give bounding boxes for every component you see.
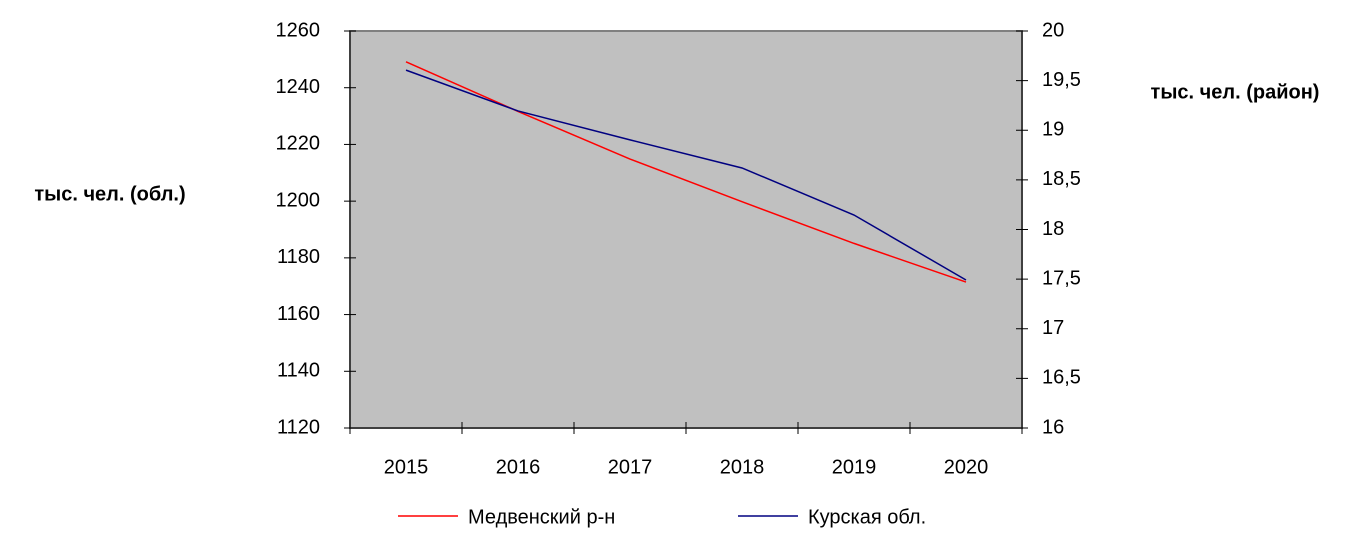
x-tick-label: 2018: [720, 456, 765, 478]
y2-axis-label: тыс. чел. (район): [1151, 81, 1320, 103]
tick-label: 1220: [276, 133, 321, 155]
x-tick-label: 2020: [944, 456, 989, 478]
tick-label: 18,5: [1042, 168, 1081, 190]
tick-label: 1240: [276, 76, 321, 98]
tick-label: 1200: [276, 189, 321, 211]
x-tick-label: 2019: [832, 456, 877, 478]
plot-area: [349, 30, 1023, 429]
tick-label: 17,5: [1042, 267, 1081, 289]
tick-label: 1140: [277, 360, 320, 382]
legend-label: Медвенский р-н: [468, 506, 615, 528]
tick-label: 17: [1042, 317, 1064, 339]
series-line: [405, 69, 967, 281]
tick-label: 1180: [277, 246, 320, 268]
y-axis-label: тыс. чел. (обл.): [34, 183, 185, 205]
tick-label: 20: [1042, 19, 1064, 41]
legend-label: Курская обл.: [808, 506, 926, 528]
tick-label: 1120: [277, 416, 320, 438]
tick-label: 18: [1042, 218, 1064, 240]
tick-label: 1160: [277, 303, 320, 325]
tick-label: 19,5: [1042, 69, 1081, 91]
series-line: [405, 61, 967, 283]
x-tick-label: 2015: [384, 456, 429, 478]
x-tick-label: 2017: [608, 456, 653, 478]
tick-label: 19: [1042, 119, 1064, 141]
tick-label: 1260: [276, 19, 321, 41]
tick-label: 16,5: [1042, 367, 1081, 389]
x-tick-label: 2016: [496, 456, 541, 478]
tick-label: 16: [1042, 416, 1064, 438]
